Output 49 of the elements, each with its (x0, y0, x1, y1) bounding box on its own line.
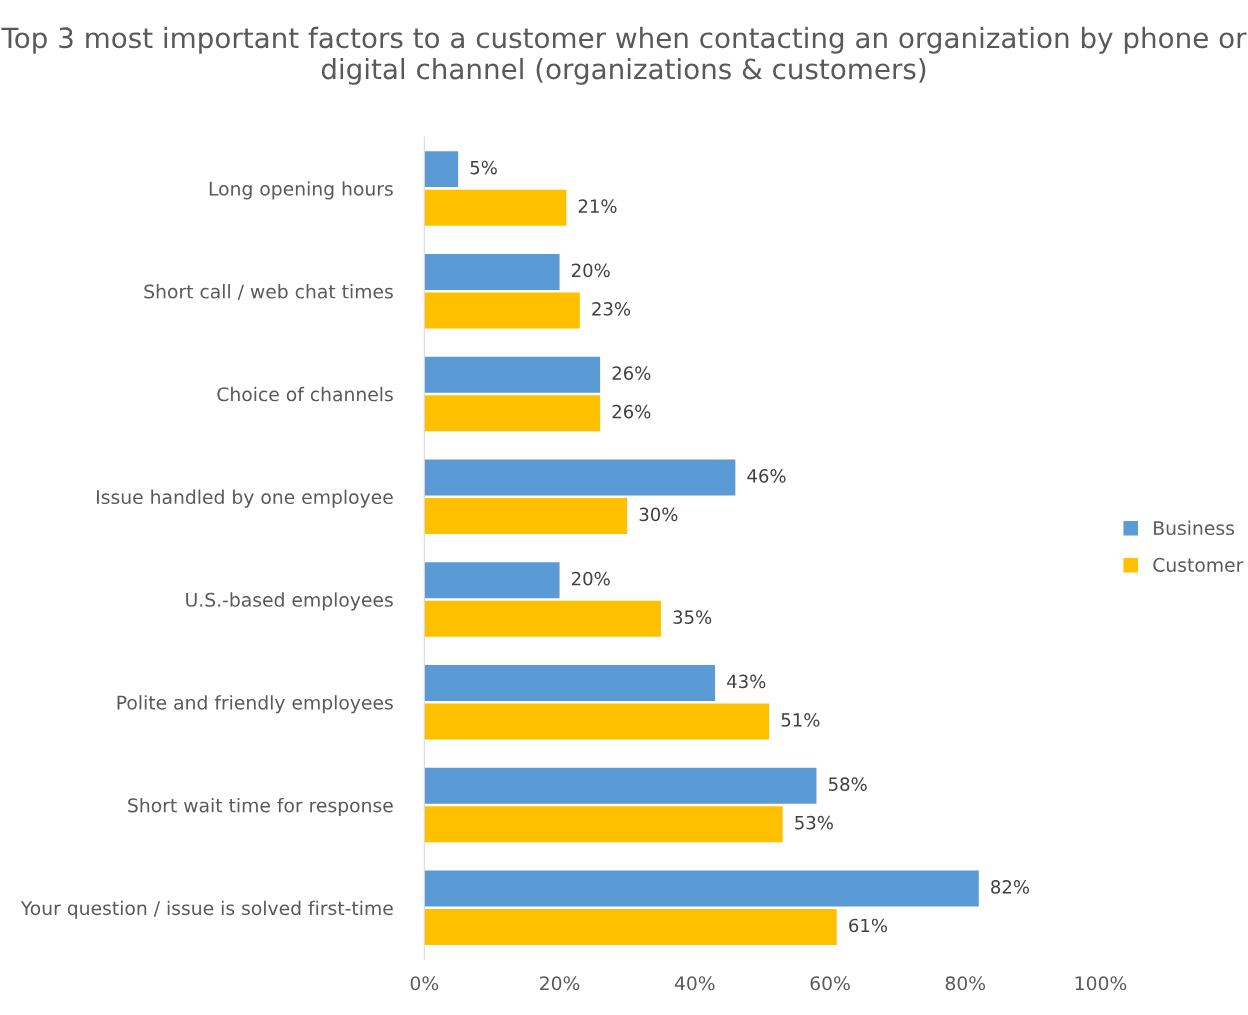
y-tick-label: Short call / web chat times (144, 284, 393, 301)
bar (424, 562, 560, 599)
y-tick-label: Issue handled by one employee (97, 489, 393, 508)
bar (424, 292, 580, 329)
data-label: 35% (673, 610, 712, 624)
data-label: 61% (849, 918, 888, 933)
x-tick-label: 20% (540, 976, 580, 991)
bar (424, 151, 459, 188)
x-tick-label: 80% (945, 976, 986, 991)
bar (424, 189, 567, 226)
legend-label: Business (1154, 520, 1235, 536)
bar (424, 703, 770, 740)
data-label: 82% (991, 880, 1030, 894)
chart-title: Top 3 most important factors to a customer when contacting an organization by phone or digital channel (organizations & customers) (1, 26, 1247, 85)
data-label: 23% (592, 302, 631, 316)
legend-label: Customer (1153, 557, 1244, 572)
bar (424, 498, 628, 534)
data-label: 26% (612, 404, 651, 419)
data-label: 20% (571, 263, 610, 278)
x-tick-label: 100% (1075, 976, 1127, 991)
y-tick-label: Short wait time for response (128, 797, 393, 817)
x-tick-label: 60% (810, 976, 850, 991)
x-tick-label: 40% (674, 976, 715, 991)
data-label: 51% (781, 713, 820, 727)
bar (424, 665, 716, 701)
data-label: 30% (639, 507, 678, 522)
bar (424, 600, 661, 637)
data-label: 20% (571, 571, 610, 586)
data-label: 58% (829, 777, 867, 791)
data-label: 46% (747, 469, 786, 483)
bar (424, 395, 601, 432)
bar (424, 806, 783, 843)
bar (424, 767, 817, 804)
y-tick-label: Long opening hours (209, 181, 393, 200)
data-label: 21% (578, 199, 617, 213)
data-label: 5% (470, 160, 497, 175)
y-tick-label: Choice of channels (217, 386, 393, 402)
data-label: 26% (612, 366, 651, 380)
bar (424, 870, 979, 907)
y-tick-label: Your question / issue is solved first-time (20, 900, 393, 919)
x-tick-label: 0% (410, 976, 439, 991)
data-label: 53% (795, 815, 833, 830)
bar (424, 909, 837, 946)
data-label: 43% (727, 674, 766, 689)
y-tick-label: Polite and friendly employees (117, 695, 393, 714)
y-tick-label: U.S.-based employees (186, 592, 393, 611)
bar (424, 356, 601, 393)
bar (424, 253, 560, 290)
bar (424, 459, 736, 496)
